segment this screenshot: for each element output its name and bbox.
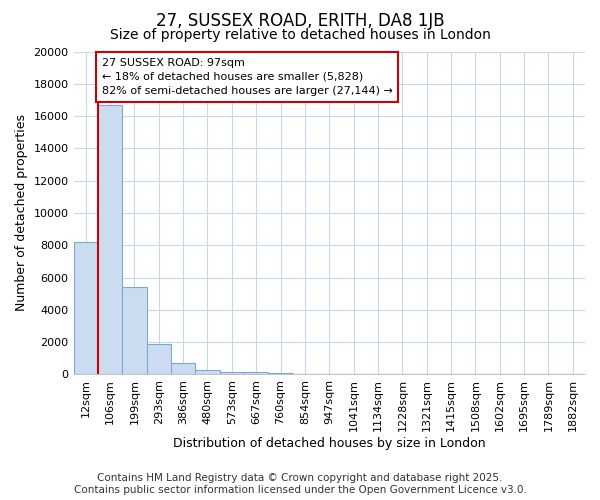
- X-axis label: Distribution of detached houses by size in London: Distribution of detached houses by size …: [173, 437, 485, 450]
- Bar: [220, 372, 244, 374]
- Bar: [196, 370, 220, 374]
- Bar: [98, 105, 122, 374]
- Bar: [268, 373, 293, 374]
- Text: Contains HM Land Registry data © Crown copyright and database right 2025.
Contai: Contains HM Land Registry data © Crown c…: [74, 474, 526, 495]
- Text: Size of property relative to detached houses in London: Size of property relative to detached ho…: [110, 28, 490, 42]
- Text: 27 SUSSEX ROAD: 97sqm
← 18% of detached houses are smaller (5,828)
82% of semi-d: 27 SUSSEX ROAD: 97sqm ← 18% of detached …: [101, 58, 392, 96]
- Y-axis label: Number of detached properties: Number of detached properties: [15, 114, 28, 312]
- Bar: [244, 372, 268, 374]
- Bar: [74, 242, 98, 374]
- Bar: [171, 363, 196, 374]
- Bar: [146, 344, 171, 374]
- Bar: [122, 288, 146, 374]
- Text: 27, SUSSEX ROAD, ERITH, DA8 1JB: 27, SUSSEX ROAD, ERITH, DA8 1JB: [155, 12, 445, 30]
